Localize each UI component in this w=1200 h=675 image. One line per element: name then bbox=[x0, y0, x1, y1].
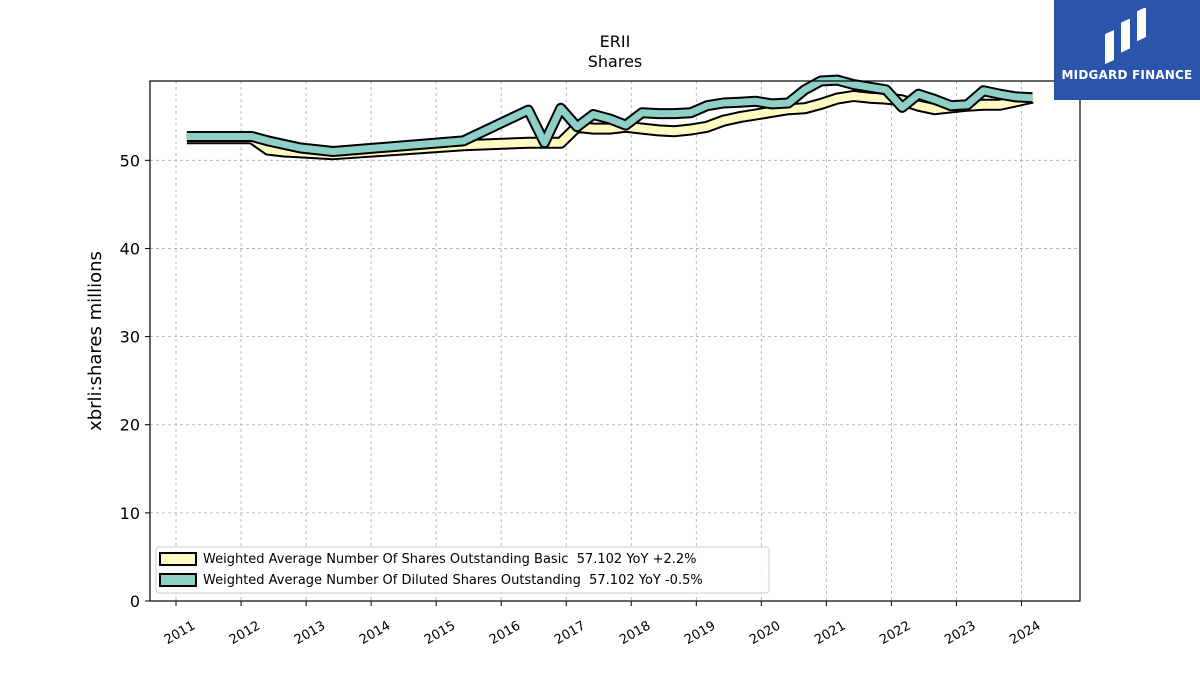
x-tick-label: 2017 bbox=[552, 618, 588, 648]
x-tick-label: 2019 bbox=[682, 618, 718, 648]
x-tick-label: 2011 bbox=[162, 618, 198, 648]
series-areas bbox=[186, 74, 1034, 161]
x-tick-label: 2024 bbox=[1007, 618, 1043, 648]
legend-box bbox=[155, 546, 770, 594]
chart-title: ERII bbox=[600, 32, 631, 51]
x-tick-label: 2018 bbox=[617, 618, 653, 648]
y-tick-label: 20 bbox=[120, 416, 140, 435]
brand-name: MIDGARD FINANCE bbox=[1061, 68, 1193, 82]
brand-logo: MIDGARD FINANCE bbox=[1054, 0, 1200, 100]
x-tick-label: 2021 bbox=[812, 618, 848, 648]
y-tick-label: 30 bbox=[120, 328, 140, 347]
x-tick-label: 2015 bbox=[422, 618, 458, 648]
legend-label-basic: Weighted Average Number Of Shares Outsta… bbox=[203, 552, 697, 567]
x-tick-label: 2013 bbox=[292, 618, 328, 648]
y-tick-label: 40 bbox=[120, 239, 140, 258]
y-tick-label: 50 bbox=[120, 151, 140, 170]
x-tick-label: 2020 bbox=[747, 618, 783, 648]
brand-mark-icon bbox=[1105, 8, 1146, 65]
y-axis-label: xbrli:shares millions bbox=[85, 251, 106, 431]
legend-label-diluted: Weighted Average Number Of Diluted Share… bbox=[203, 573, 703, 588]
legend: Weighted Average Number Of Shares Outsta… bbox=[155, 546, 770, 594]
x-tick-label: 2012 bbox=[227, 618, 263, 648]
x-tick-label: 2016 bbox=[487, 618, 523, 648]
grid-lines bbox=[150, 81, 1080, 601]
legend-swatch-basic bbox=[159, 552, 197, 566]
series-diluted-line bbox=[186, 76, 1033, 155]
x-tick-label: 2014 bbox=[357, 618, 393, 648]
plot-frame bbox=[149, 80, 1081, 602]
x-tick-label: 2023 bbox=[942, 618, 978, 648]
x-tick-label: 2022 bbox=[877, 618, 913, 648]
legend-swatch-diluted bbox=[159, 573, 197, 587]
y-tick-label: 10 bbox=[120, 504, 140, 523]
y-tick-label: 0 bbox=[130, 592, 140, 611]
chart-subtitle: Shares bbox=[588, 52, 643, 71]
